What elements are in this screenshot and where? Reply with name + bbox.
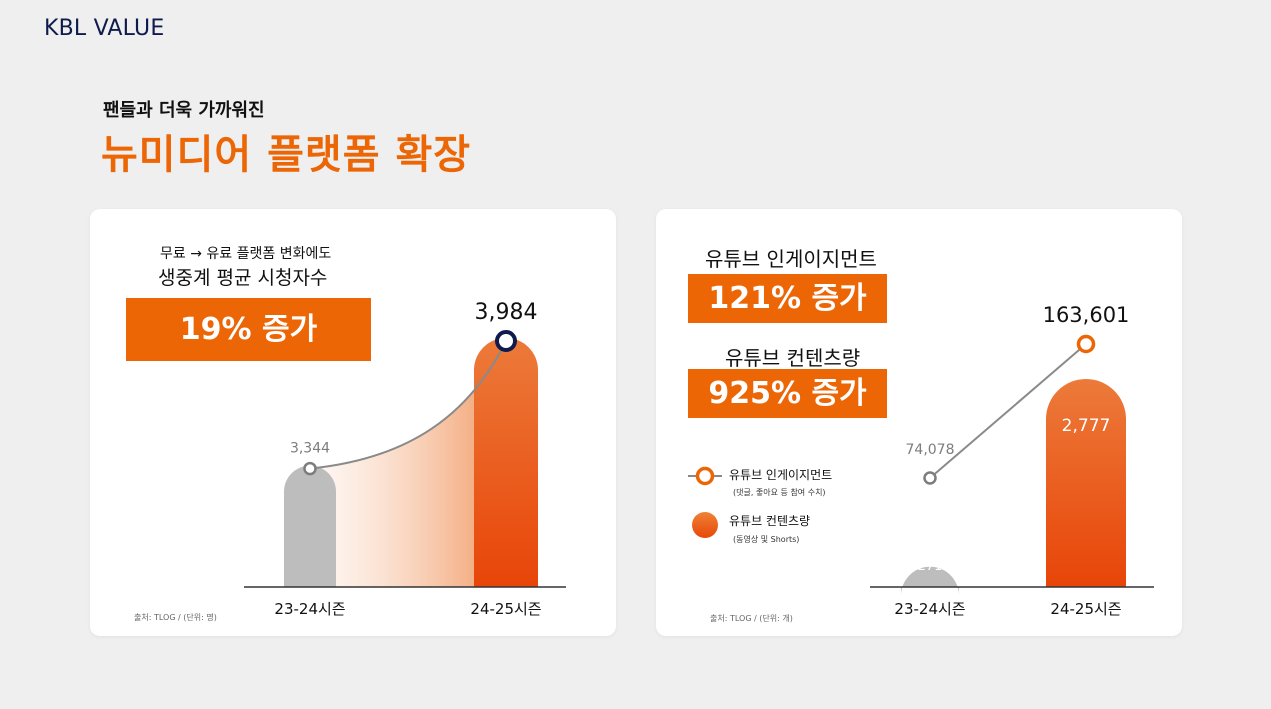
x-tick-0: 23-24시즌 [894,600,965,618]
brand-logo: KBL VALUE [44,16,165,41]
legend-content-sublabel: (동영상 및 Shorts) [733,535,800,544]
legend-engagement-sublabel: (댓글, 좋아요 등 참여 수치) [733,488,826,497]
bar-label-24-25: 2,777 [1062,416,1111,436]
x-tick-0: 23-24시즌 [274,600,345,618]
trend-line [309,340,507,470]
legend-engagement-label: 유튜브 인게이지먼트 [729,468,833,482]
engagement-label-23-24: 74,078 [906,442,955,458]
x-tick-1: 24-25시즌 [1050,600,1121,618]
label-23-24: 3,344 [290,441,330,457]
bar-23-24 [901,566,959,596]
bar-24-25 [474,338,538,587]
bar-23-24 [284,465,336,587]
content-label: 유튜브 컨텐츠량 [725,346,861,370]
trend-area [310,341,506,587]
legend-dot-marker-icon [692,512,718,538]
viewers-card: 무료 → 유료 플랫폼 변화에도 생중계 평균 시청자수 19% 증가 출처: … [90,209,616,636]
bar-24-25 [1046,379,1126,587]
viewers-desc-line2: 생중계 평균 시청자수 [158,267,328,289]
legend-line-marker-icon [688,466,722,486]
viewers-chart: 3,344 3,984 23-24시즌 24-25시즌 [244,300,566,618]
engagement-highlight: 121% 증가 [688,274,887,323]
viewers-desc-line1: 무료 → 유료 플랫폼 변화에도 [160,246,332,262]
viewers-source: 출처: TLOG / (단위: 명) [134,613,217,622]
engagement-line [929,343,1087,479]
point-24-25 [495,330,517,352]
engagement-point-24-25 [1076,334,1096,354]
youtube-chart: 271 2,777 74,078 163,601 23-24시즌 24-25시즌 [870,303,1154,618]
point-23-24 [303,461,317,476]
page-subtitle: 팬들과 더욱 가까워진 [103,100,265,121]
viewers-highlight: 19% 증가 [126,298,371,361]
bar-label-23-24: 271 [918,559,943,574]
content-highlight: 925% 증가 [688,369,887,418]
youtube-source: 출처: TLOG / (단위: 개) [710,614,793,623]
legend-content-label: 유튜브 컨텐츠량 [729,514,811,528]
label-24-25: 3,984 [475,300,538,325]
youtube-card: 유튜브 인게이지먼트 121% 증가 유튜브 컨텐츠량 925% 증가 유튜브 … [656,209,1182,636]
x-tick-1: 24-25시즌 [470,600,541,618]
page-title: 뉴미디어 플랫폼 확장 [101,132,472,178]
engagement-label-24-25: 163,601 [1043,303,1130,327]
engagement-label: 유튜브 인게이지먼트 [705,247,877,271]
engagement-point-23-24 [923,471,937,485]
